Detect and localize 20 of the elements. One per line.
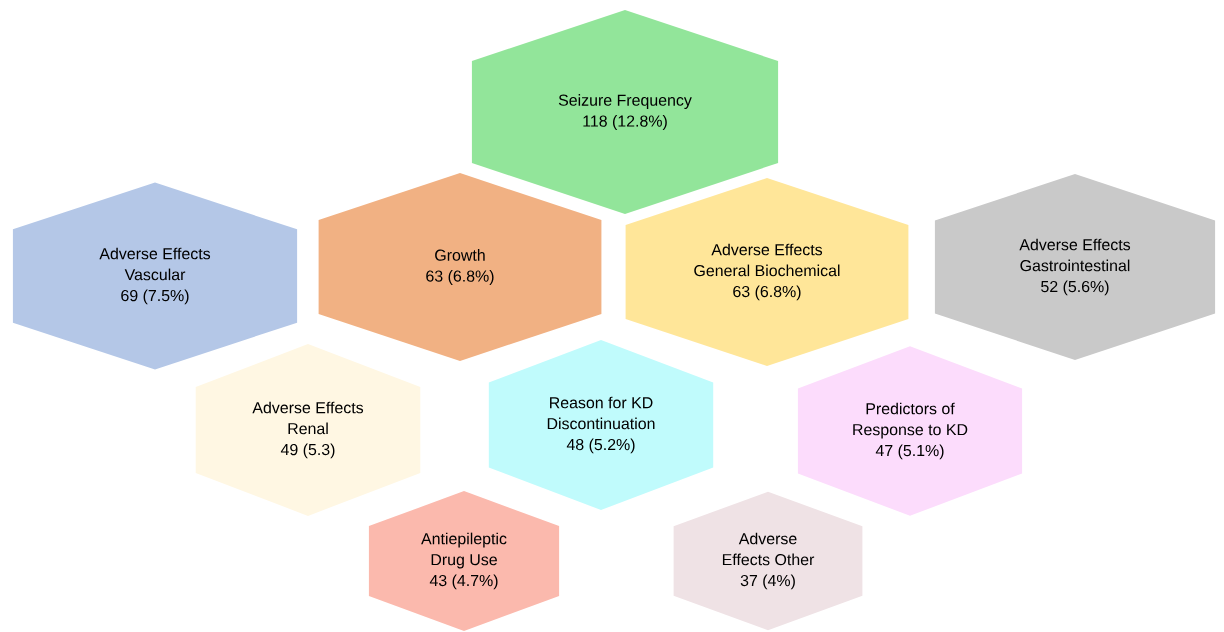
category-label: Seizure Frequency [558, 94, 692, 109]
category-label: Predictors of Response to KD [853, 402, 968, 439]
data-label: 52 (5.6%) [1041, 280, 1109, 296]
category-label: Adverse Effects Renal [252, 401, 364, 435]
data-label: 37 (4%) [740, 574, 795, 590]
category-label: Adverse Effects Vascular [99, 247, 211, 281]
category-label: Adverse Effects General Biochemical [694, 243, 840, 277]
data-label: 49 (5.3) [280, 443, 335, 459]
category-label: Antiepileptic Drug Use [421, 532, 507, 569]
data-label: 47 (5.1%) [875, 444, 944, 460]
data-label: 69 (7.5%) [121, 289, 189, 305]
data-label: 118 (12.8%) [583, 115, 667, 130]
category-label: Adverse Effects Gastrointestinal [1019, 238, 1131, 272]
data-label: 63 (6.8%) [426, 270, 494, 285]
category-label: Adverse Effects Other [722, 532, 815, 566]
category-label: Growth [435, 249, 485, 261]
data-label: 43 (4.7%) [429, 574, 498, 590]
data-label: 48 (5.2%) [566, 438, 635, 454]
category-label: Reason for KD Discontinuation [547, 396, 655, 430]
data-label: 63 (6.8%) [733, 285, 801, 301]
